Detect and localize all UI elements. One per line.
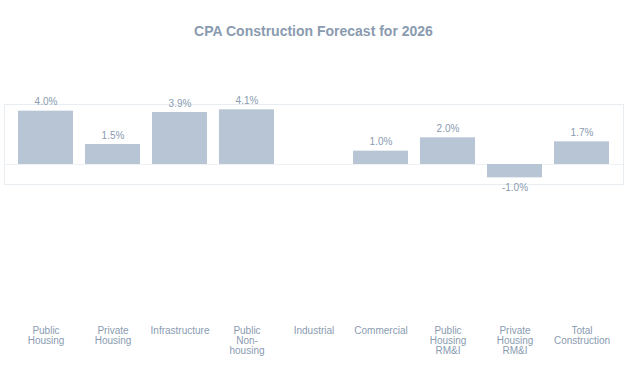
svg-text:PrivateHousing: PrivateHousing: [95, 325, 132, 346]
svg-text:Commercial: Commercial: [354, 325, 407, 336]
svg-text:1.5%: 1.5%: [102, 130, 125, 141]
svg-text:PrivateHousingRM&I: PrivateHousingRM&I: [497, 325, 534, 356]
html-text:CPA Construction Forecast for: CPA Construction Forecast for 2026: [194, 23, 433, 39]
svg-text:Industrial: Industrial: [294, 325, 335, 336]
svg-text:TotalConstruction: TotalConstruction: [554, 325, 610, 346]
svg-text:2.0%: 2.0%: [437, 123, 460, 134]
svg-text:PublicNon-housing: PublicNon-housing: [229, 325, 264, 356]
svg-text:-1.0%: -1.0%: [502, 182, 528, 193]
svg-text:3.9%: 3.9%: [169, 98, 192, 109]
svg-text:PublicHousingRM&I: PublicHousingRM&I: [430, 325, 467, 356]
svg-text:PublicHousing: PublicHousing: [28, 325, 65, 346]
svg-text:4.0%: 4.0%: [35, 96, 58, 107]
svg-text:Infrastructure: Infrastructure: [151, 325, 210, 336]
svg-text:4.1%: 4.1%: [236, 95, 259, 106]
svg-text:1.0%: 1.0%: [370, 136, 393, 147]
svg-text:1.7%: 1.7%: [571, 127, 594, 138]
